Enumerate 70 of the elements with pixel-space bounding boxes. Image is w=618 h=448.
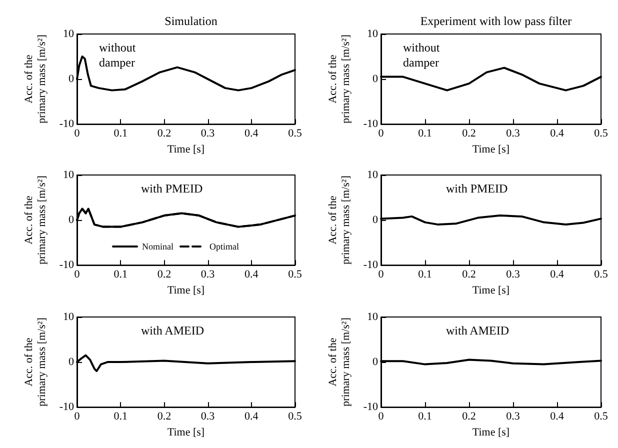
y-tick-label: -10 bbox=[59, 401, 74, 414]
x-tick-label: 0.3 bbox=[506, 268, 520, 281]
y-tick-label: 0 bbox=[372, 214, 378, 226]
x-axis-title: Time [s] bbox=[472, 144, 510, 156]
x-tick-label: 0.5 bbox=[288, 128, 302, 140]
y-tick-label: -10 bbox=[363, 259, 378, 272]
y-tick-label: -10 bbox=[59, 118, 74, 130]
annotation: with PMEID bbox=[446, 182, 508, 196]
x-axis-title: Time [s] bbox=[167, 284, 205, 296]
x-tick-label: 0.4 bbox=[550, 410, 564, 423]
x-tick-label: 0.5 bbox=[594, 410, 608, 423]
y-axis-title: Acc. of the primary mass [m/s²] bbox=[22, 34, 48, 124]
x-tick-label: 0.4 bbox=[244, 128, 259, 140]
x-axis-title: Time [s] bbox=[167, 426, 205, 438]
legend-label: Nominal bbox=[142, 242, 174, 252]
y-tick-label: 10 bbox=[367, 169, 378, 181]
x-tick-label: 0.2 bbox=[157, 268, 172, 281]
x-tick-label: 0.1 bbox=[418, 128, 432, 140]
x-axis-title: Time [s] bbox=[472, 284, 510, 296]
x-tick-label: 0.4 bbox=[244, 268, 259, 281]
x-tick-label: 0.4 bbox=[550, 268, 564, 281]
y-tick-label: 10 bbox=[63, 28, 74, 40]
x-tick-label: 0.3 bbox=[200, 128, 216, 140]
annotation: with PMEID bbox=[141, 182, 204, 196]
x-tick-label: 0.1 bbox=[418, 268, 432, 281]
y-tick-label: 10 bbox=[367, 311, 378, 323]
x-tick-label: 0.3 bbox=[506, 128, 520, 140]
annotation: without damper bbox=[403, 40, 443, 70]
x-tick-label: 0.1 bbox=[114, 410, 128, 423]
annotation: with AMEID bbox=[141, 324, 204, 338]
y-tick-label: 10 bbox=[367, 28, 378, 40]
y-tick-label: -10 bbox=[363, 118, 378, 130]
y-tick-label: 0 bbox=[68, 214, 74, 226]
y-tick-label: 10 bbox=[63, 169, 74, 181]
y-tick-label: -10 bbox=[363, 401, 378, 414]
x-tick-label: 0.5 bbox=[594, 268, 608, 281]
y-axis-title: Acc. of the primary mass [m/s²] bbox=[22, 318, 48, 406]
x-tick-label: 0.2 bbox=[462, 128, 476, 140]
y-tick-label: 0 bbox=[68, 73, 74, 86]
y-axis-title: Acc. of the primary mass [m/s²] bbox=[326, 34, 352, 124]
y-tick-label: 10 bbox=[63, 311, 74, 323]
x-tick-label: 0.4 bbox=[550, 128, 564, 140]
x-tick-label: 0.2 bbox=[157, 128, 172, 140]
x-tick-label: 0.2 bbox=[462, 268, 476, 281]
chart-title: Simulation bbox=[164, 14, 218, 28]
x-tick-label: 0.2 bbox=[157, 410, 172, 423]
x-axis-title: Time [s] bbox=[472, 426, 510, 438]
x-tick-label: 0.1 bbox=[114, 128, 128, 140]
x-tick-label: 0.5 bbox=[594, 128, 608, 140]
y-tick-label: -10 bbox=[59, 259, 74, 272]
annotation: with AMEID bbox=[446, 324, 510, 338]
x-tick-label: 0.3 bbox=[200, 410, 216, 423]
y-axis-title: Acc. of the primary mass [m/s²] bbox=[22, 176, 48, 264]
x-tick-label: 0.4 bbox=[244, 410, 259, 423]
legend-label: Optimal bbox=[209, 242, 240, 252]
y-tick-label: 0 bbox=[372, 356, 378, 368]
x-tick-label: 0.1 bbox=[418, 410, 432, 423]
x-tick-label: 0.1 bbox=[114, 268, 128, 281]
chart-title: Experiment with low pass filter bbox=[420, 14, 572, 28]
y-tick-label: 0 bbox=[372, 73, 378, 86]
y-tick-label: 0 bbox=[68, 356, 74, 368]
x-tick-label: 0.3 bbox=[200, 268, 216, 281]
y-axis-title: Acc. of the primary mass [m/s²] bbox=[326, 318, 352, 406]
x-tick-label: 0.5 bbox=[288, 410, 302, 423]
annotation: without damper bbox=[99, 40, 139, 70]
y-axis-title: Acc. of the primary mass [m/s²] bbox=[326, 176, 352, 264]
x-tick-label: 0.2 bbox=[462, 410, 476, 423]
x-tick-label: 0.5 bbox=[288, 268, 302, 281]
x-tick-label: 0.3 bbox=[506, 410, 520, 423]
x-axis-title: Time [s] bbox=[167, 144, 205, 156]
